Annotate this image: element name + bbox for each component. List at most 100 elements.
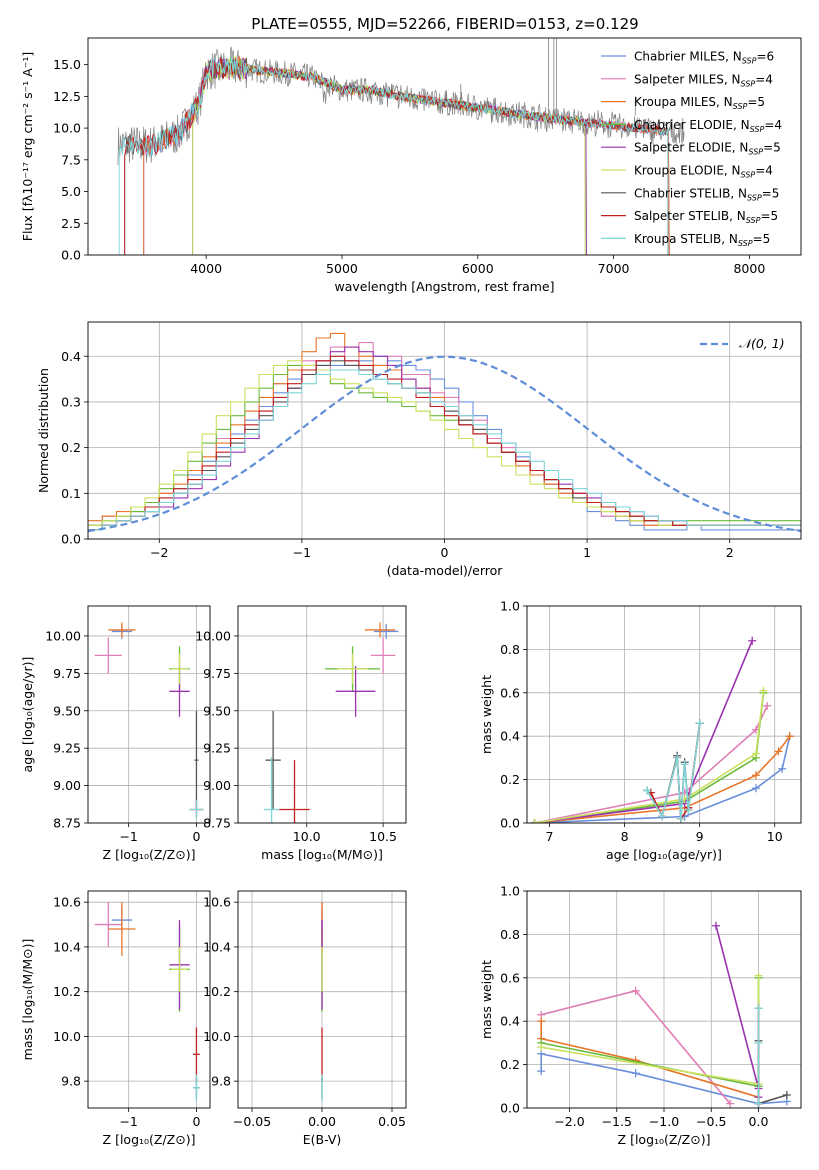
legend-nssp: =5 <box>760 209 778 223</box>
legend-subscript: SSP <box>742 57 757 66</box>
legend-name: Kroupa STELIB, N <box>634 232 738 246</box>
x-tick-label: 7 <box>546 829 554 844</box>
data-point <box>194 710 199 810</box>
residual-histogram <box>88 360 801 526</box>
legend-nssp: =5 <box>762 186 780 200</box>
x-tick-label: 10.0 <box>293 829 321 844</box>
x-tick-label: −1 <box>119 829 137 844</box>
x-tick-label: −1 <box>293 545 311 560</box>
mass-weight-marker <box>754 1004 763 1013</box>
x-tick-label: −1.0 <box>649 1114 679 1129</box>
x-tick-label: 8 <box>621 829 629 844</box>
y-axis-label: mass weight <box>479 675 494 754</box>
legend-subscript: SSP <box>747 193 762 202</box>
x-tick-label: 6000 <box>462 261 494 276</box>
data-point <box>108 902 136 956</box>
legend-name: Chabrier ELODIE, N <box>634 118 750 132</box>
mass-weight-line <box>534 705 768 823</box>
x-tick-label: −0.5 <box>696 1114 726 1129</box>
y-tick-label: 7.5 <box>61 152 81 167</box>
x-tick-label: −1 <box>119 1114 137 1129</box>
axes-frame <box>87 37 802 256</box>
plot-area <box>530 636 794 823</box>
axes-frame <box>526 605 802 824</box>
x-tick-label: 0.0 <box>749 1114 769 1129</box>
axes-frame <box>237 605 407 824</box>
y-tick-label: 2.5 <box>61 216 81 231</box>
x-tick-label: 10 <box>767 829 783 844</box>
y-tick-label: 0.2 <box>61 440 81 455</box>
axes-frame <box>87 321 802 540</box>
mass-weight-marker <box>537 1043 546 1052</box>
mass-weight-marker <box>726 1099 735 1108</box>
y-axis-label: mass [log₁₀(M/M⊙)] <box>20 939 35 1061</box>
legend-nssp: =6 <box>756 50 774 64</box>
mass-weight-marker <box>751 771 760 780</box>
data-point <box>370 637 396 674</box>
plot-area <box>537 921 791 1108</box>
x-axis-label: Z [log₁₀(Z/Z⊙)] <box>103 847 196 862</box>
mass-weight-marker <box>774 747 783 756</box>
panel-weight_vs_Z: −2.0 −1.5 −1.0 −0.5 0.0 0.0 0.2 0.4 0.6 0.8 1.0 Z [… <box>479 884 802 1147</box>
y-tick-label: 10.0 <box>53 1029 81 1044</box>
x-tick-label: −2.0 <box>554 1114 584 1129</box>
y-tick-label: 9.75 <box>53 666 81 681</box>
legend-label: Salpeter ELODIE, NSSP=5 <box>634 141 781 157</box>
y-tick-label: 0.4 <box>61 349 81 364</box>
data-point <box>373 623 399 639</box>
y-tick-label: 0.0 <box>500 816 520 831</box>
data-point <box>108 622 136 638</box>
y-tick-label: 15.0 <box>53 57 81 72</box>
y-tick-label: 10.0 <box>53 121 81 136</box>
axes-frame <box>237 890 407 1109</box>
x-tick-label: 4000 <box>190 261 222 276</box>
y-tick-label: 10.4 <box>203 939 231 954</box>
legend-subscript: SSP <box>741 171 756 180</box>
legend-subscript: SSP <box>750 125 765 134</box>
legend-name: Kroupa MILES, N <box>634 95 733 109</box>
legend-name: Salpeter ELODIE, N <box>634 141 748 155</box>
y-tick-label: 9.50 <box>203 703 231 718</box>
axes-frame <box>526 890 802 1109</box>
y-tick-label: 0.8 <box>500 642 520 657</box>
y-tick-label: 8.75 <box>53 816 81 831</box>
y-tick-label: 9.8 <box>211 1074 231 1089</box>
model-spectrum-line <box>192 55 586 255</box>
y-tick-label: 0.6 <box>500 685 520 700</box>
y-tick-label: 1.0 <box>500 884 520 899</box>
x-tick-label: −0.05 <box>233 1114 271 1129</box>
model-spectrum-line <box>192 56 587 255</box>
y-tick-label: 10.6 <box>53 895 81 910</box>
y-tick-label: 8.75 <box>203 816 231 831</box>
panel-mass_vs_EBV: −0.05 0.00 0.05 9.8 10.0 10.2 10.4 10.6 E(B-V) <box>203 890 407 1147</box>
y-tick-label: 0.2 <box>500 1057 520 1072</box>
x-tick-label: 7000 <box>598 261 630 276</box>
legend-nssp: =5 <box>763 141 781 155</box>
mass-weight-line <box>757 1040 788 1105</box>
data-point <box>171 653 188 684</box>
mass-weight-marker <box>673 753 682 762</box>
y-tick-label: 0.4 <box>500 1014 520 1029</box>
y-tick-label: 9.8 <box>61 1074 81 1089</box>
axes-frame <box>87 890 211 1109</box>
legend-label: Kroupa MILES, NSSP=5 <box>634 95 765 111</box>
y-axis-label: Normed distribution <box>36 368 51 493</box>
x-tick-label: 1 <box>583 545 591 560</box>
legend-subscript: SSP <box>748 148 763 157</box>
legend-nssp: =4 <box>755 164 773 178</box>
data-point <box>335 665 376 717</box>
mass-weight-marker <box>695 719 704 728</box>
mass-weight-marker <box>782 1090 791 1099</box>
mass-weight-marker <box>631 986 640 995</box>
mass-weight-marker <box>711 921 720 930</box>
mass-weight-marker <box>763 701 772 710</box>
legend-label: Chabrier ELODIE, NSSP=4 <box>634 118 782 134</box>
mass-weight-marker <box>748 636 757 645</box>
x-axis-label: age [log₁₀(age/yr)] <box>606 847 722 862</box>
data-point <box>337 653 368 684</box>
y-axis-label: age [log₁₀(age/yr)] <box>20 657 35 773</box>
residual-histogram <box>88 355 801 531</box>
legend-nssp: =5 <box>747 95 765 109</box>
mass-weight-marker <box>684 805 693 814</box>
